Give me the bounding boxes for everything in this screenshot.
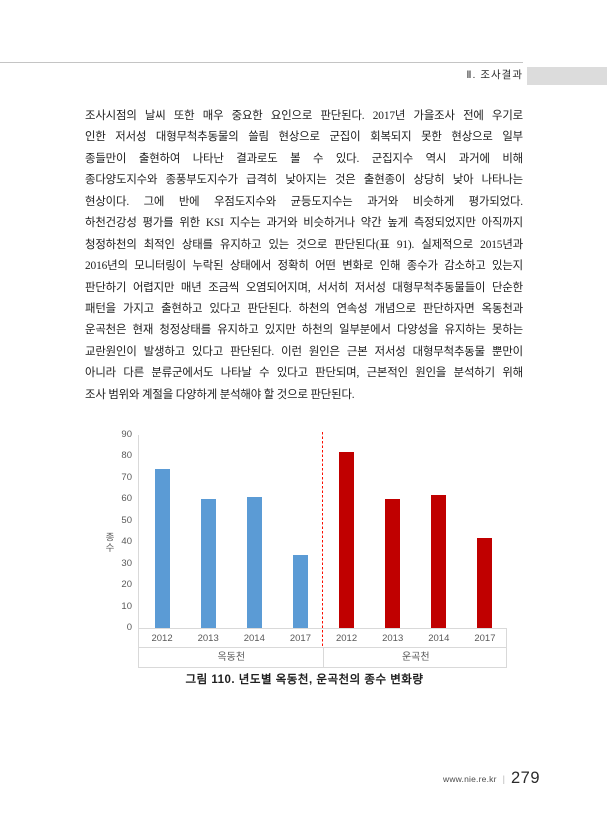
- x-tick-label: 2017: [289, 633, 311, 644]
- bar-옥동천-2012: [154, 468, 170, 628]
- x-tick-label: 2013: [197, 633, 219, 644]
- body-line: 하천건강성 평가를 위한 KSI 지수는 과거와 비슷하거나 약간 높게 측정되…: [85, 217, 523, 230]
- y-tick-label: 80: [121, 450, 132, 461]
- body-line: 종들만이 출현하여 나타난 결과로도 볼 수 있다. 군집지수 역시 과거에 비…: [85, 152, 523, 165]
- page-footer: www.nie.re.kr | 279: [443, 769, 540, 788]
- group-label-옥동천: 옥동천: [217, 652, 246, 663]
- x-tick-label: 2012: [151, 633, 173, 644]
- plot-area: [138, 434, 508, 628]
- bar-운곡천-2014: [431, 494, 447, 628]
- x-axis-group-row: 옥동천 운곡천: [138, 648, 507, 668]
- y-tick-label: 30: [121, 557, 132, 569]
- y-tick-label: 70: [121, 471, 132, 483]
- bar-운곡천-2012: [339, 451, 355, 628]
- body-line: 2016년의 모니터링이 누락된 상태에서 정확히 어떤 변화로 인해 종수가 …: [85, 260, 523, 273]
- group-separator-dashed-line: [321, 432, 324, 648]
- figure-chart: 종수 0 10 20 30 40 50 60 70 80 90 2012 2013 2014 2017 2…: [100, 428, 510, 674]
- group-divider-line: [323, 648, 324, 667]
- x-tick-label: 2014: [428, 633, 450, 644]
- body-line: 현상이다. 그에 반에 우점도지수와 균등도지수는 과거와 비슷하게 평가되었다…: [85, 195, 523, 208]
- section-header: Ⅱ. 조사결과: [466, 69, 523, 81]
- y-tick-label: 20: [121, 579, 132, 590]
- footer-site-url: www.nie.re.kr: [443, 773, 497, 784]
- footer-separator: |: [502, 773, 505, 784]
- x-tick-label: 2017: [474, 633, 496, 644]
- body-line: 아니라 다른 분류군에서도 나타날 수 있다고 판단되며, 근본적인 원인을 분…: [85, 367, 523, 380]
- body-line: 조사시점의 날씨 또한 매우 중요한 요인으로 판단된다. 2017년 가을조사…: [85, 110, 523, 122]
- body-line: 판단하기 어렵지만 매년 조금씩 오염되어지며, 서서히 저서성 대형무척추동물…: [85, 281, 523, 294]
- group-label-운곡천: 운곡천: [401, 652, 430, 663]
- body-line: 청정하천의 최적인 상태를 유지하고 있는 것으로 판단된다(표 91). 실제…: [85, 238, 523, 251]
- y-tick-label: 60: [121, 493, 132, 504]
- body-line: 종다양도지수와 종풍부도지수가 급격히 낮아지는 것은 출현종이 상당히 낮아 …: [85, 174, 523, 187]
- y-tick-label: 40: [121, 536, 132, 547]
- y-tick-label: 90: [121, 428, 132, 440]
- body-line: 패턴을 가지고 출현하고 있다고 판단된다. 하천의 연속성 개념으로 판단하자…: [85, 302, 523, 315]
- bar-운곡천-2017: [477, 537, 493, 628]
- y-tick-label: 10: [121, 600, 132, 612]
- page-number: 279: [510, 769, 540, 787]
- bar-옥동천-2014: [246, 496, 262, 628]
- x-tick-label: 2012: [335, 633, 358, 644]
- body-line: 교란원인이 발생하고 있다고 판단된다. 이런 원인은 근본 저서성 대형무척추…: [85, 345, 523, 358]
- y-axis-title: 종수: [103, 532, 114, 553]
- header-rule: [0, 62, 523, 63]
- figure-caption: 그림 110. 년도별 옥동천, 운곡천의 종수 변화량: [185, 674, 424, 686]
- bar-옥동천-2017: [292, 554, 308, 628]
- body-line: 조사 범위와 계절을 다양하게 분석해야 할 것으로 판단된다.: [85, 388, 355, 401]
- x-tick-label: 2014: [243, 633, 265, 644]
- body-line: 운곡천은 현재 청정상태를 유지하고 있지만 하천의 일부분에서 다양성을 유지…: [85, 324, 523, 337]
- body-line: 인한 저서성 대형무척추동물의 쓸림 현상으로 군집이 회복되지 못한 현상으로…: [85, 131, 523, 144]
- y-tick-label: 50: [121, 514, 132, 526]
- body-paragraph: 조사시점의 날씨 또한 매우 중요한 요인으로 판단된다. 2017년 가을조사…: [85, 106, 523, 406]
- header-tab-box: [527, 67, 607, 85]
- bar-운곡천-2013: [385, 499, 401, 628]
- y-tick-label: 0: [126, 622, 132, 633]
- x-tick-label: 2013: [382, 633, 404, 644]
- bar-옥동천-2013: [200, 499, 216, 628]
